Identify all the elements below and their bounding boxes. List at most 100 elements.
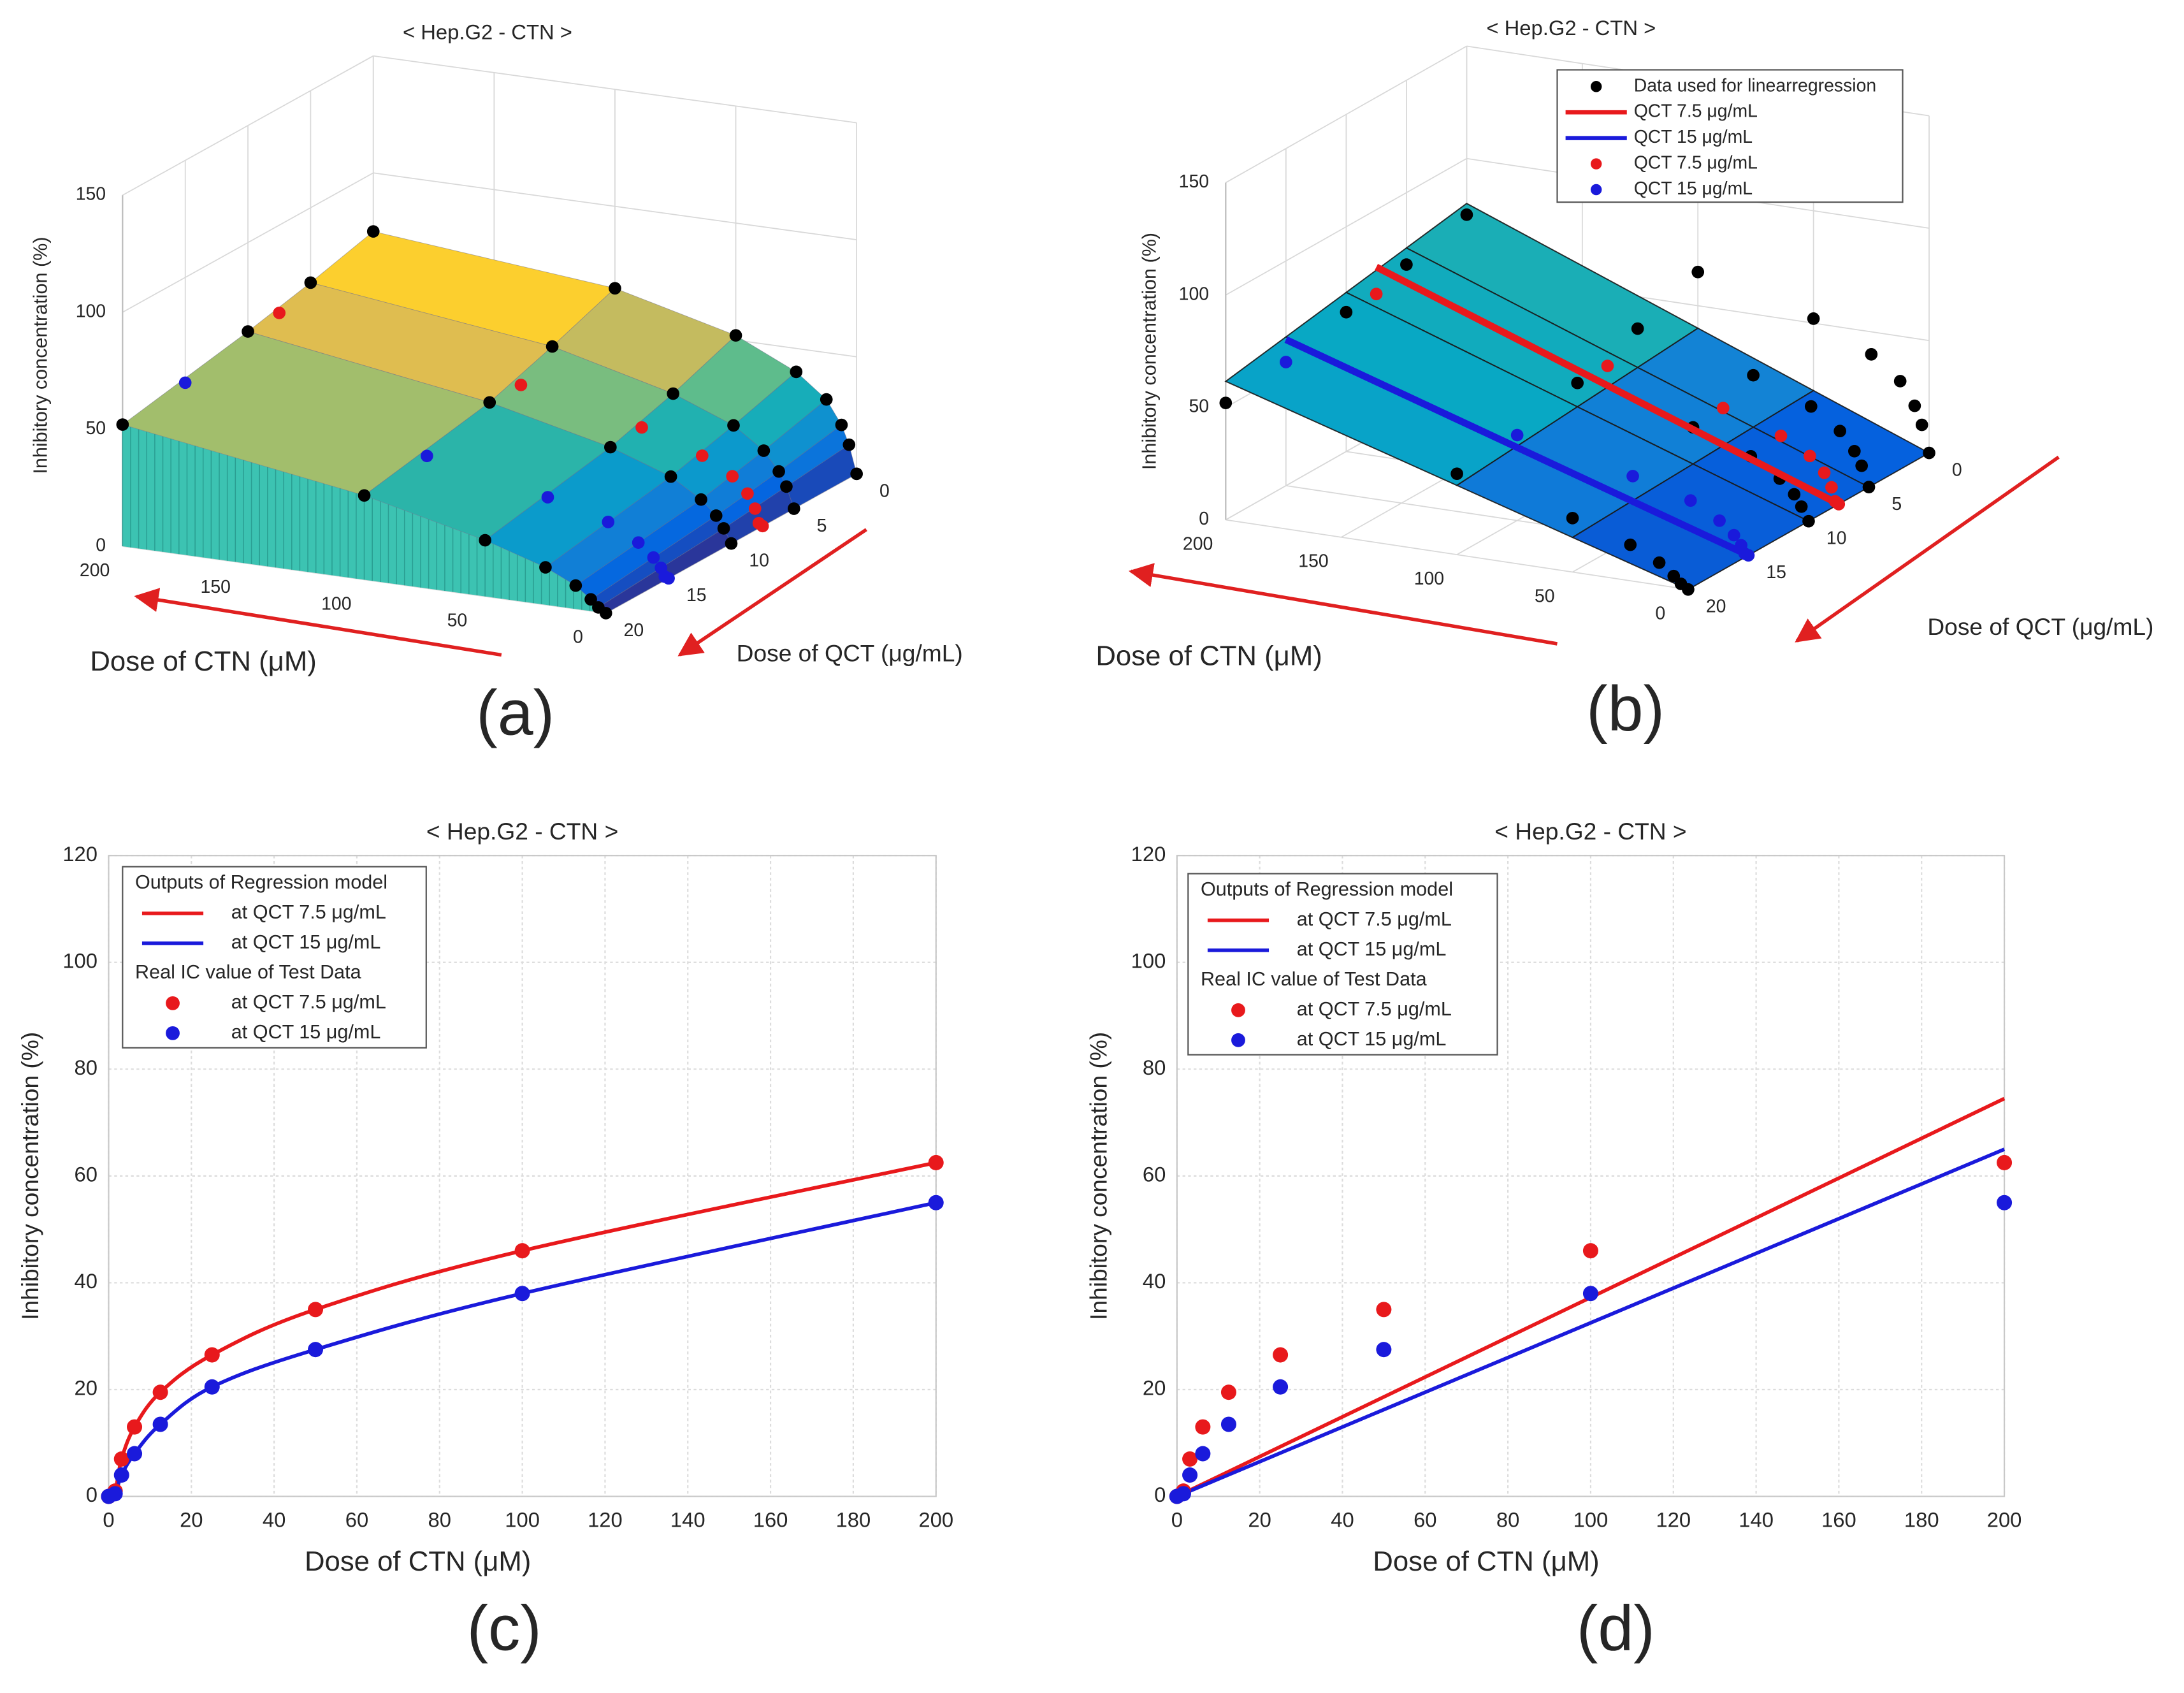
data-point xyxy=(358,489,371,502)
y-tick-label: 15 xyxy=(686,585,707,606)
data-point xyxy=(928,1195,944,1210)
data-point xyxy=(632,536,645,549)
data-point xyxy=(928,1154,944,1170)
x-tick-label: 0 xyxy=(573,627,583,648)
x-tick-label: 0 xyxy=(1655,604,1665,624)
legend-label: QCT 15 μg/mL xyxy=(1634,127,1753,147)
y-tick-label: 100 xyxy=(62,948,98,972)
data-point xyxy=(308,1302,324,1318)
x-tick-label: 200 xyxy=(80,560,110,581)
x-tick-label: 50 xyxy=(447,611,468,631)
data-point xyxy=(1219,396,1233,409)
x-tick-label: 160 xyxy=(1821,1508,1856,1532)
grid-line xyxy=(373,55,857,124)
data-point xyxy=(752,516,765,530)
data-point xyxy=(116,418,129,431)
data-point xyxy=(483,396,496,409)
legend-swatch xyxy=(1231,1033,1245,1047)
x-tick-label: 180 xyxy=(1904,1508,1939,1532)
data-point xyxy=(1865,348,1878,361)
data-point xyxy=(1818,466,1831,479)
data-point xyxy=(1691,265,1705,279)
data-point xyxy=(709,509,723,522)
z-tick-label: 100 xyxy=(76,301,106,321)
data-point xyxy=(421,449,433,463)
legend-label: at QCT 15 μg/mL xyxy=(1297,1028,1447,1050)
legend-label: at QCT 7.5 μg/mL xyxy=(231,901,386,923)
x-tick-label: 200 xyxy=(918,1508,953,1532)
data-point xyxy=(127,1419,143,1435)
grid-line xyxy=(1226,519,1689,590)
data-point xyxy=(1684,494,1697,507)
data-point xyxy=(1848,444,1861,458)
data-point xyxy=(1626,470,1639,483)
panel-label: (b) xyxy=(1586,673,1665,745)
data-point xyxy=(1807,312,1820,325)
y-axis-label: Inhibitory concentration (%) xyxy=(1085,1032,1111,1320)
panel-label: (a) xyxy=(476,677,554,748)
data-point xyxy=(1631,322,1644,335)
legend-heading: Outputs of Regression model xyxy=(1201,878,1453,900)
data-point xyxy=(1571,376,1584,389)
data-point xyxy=(1893,375,1907,388)
x-tick-label: 20 xyxy=(1248,1508,1271,1532)
data-point xyxy=(479,534,491,547)
x-tick-label: 80 xyxy=(428,1508,451,1532)
legend-swatch xyxy=(1231,1003,1245,1017)
data-point xyxy=(667,387,680,400)
data-point xyxy=(1220,1416,1236,1432)
legend-label: at QCT 15 μg/mL xyxy=(231,1021,381,1043)
z-tick-label: 150 xyxy=(1179,171,1209,192)
data-point xyxy=(1370,287,1383,301)
data-point xyxy=(1273,1347,1289,1363)
data-point xyxy=(757,444,770,457)
data-point xyxy=(546,340,559,353)
data-point xyxy=(1450,467,1463,481)
data-point xyxy=(1582,1286,1598,1302)
legend-label: QCT 7.5 μg/mL xyxy=(1634,101,1758,122)
y-axis-label: Inhibitory concentration (%) xyxy=(17,1032,43,1320)
data-point xyxy=(790,365,803,379)
data-point xyxy=(741,487,754,500)
data-point xyxy=(1717,402,1730,414)
y-tick-label: 0 xyxy=(86,1483,98,1506)
x-axis-label: Dose of CTN (μM) xyxy=(1096,640,1322,671)
x-tick-label: 160 xyxy=(753,1508,788,1532)
y-tick-label: 0 xyxy=(1154,1483,1166,1506)
data-point xyxy=(584,593,597,606)
plot-frame xyxy=(1176,855,2006,1497)
data-point xyxy=(1804,449,1816,463)
data-point xyxy=(787,502,800,515)
x-tick-label: 100 xyxy=(1414,569,1444,589)
y-tick-label: 80 xyxy=(1143,1056,1166,1079)
data-point xyxy=(152,1416,168,1432)
y-tick-label: 120 xyxy=(1131,842,1166,866)
data-point xyxy=(1195,1446,1211,1462)
data-point xyxy=(113,1467,129,1483)
legend-heading: Real IC value of Test Data xyxy=(135,961,361,983)
data-point xyxy=(514,379,528,391)
legend-heading: Outputs of Regression model xyxy=(135,871,387,893)
data-point xyxy=(1182,1451,1198,1467)
data-point xyxy=(592,601,605,614)
data-point xyxy=(1833,425,1846,438)
data-point xyxy=(1825,481,1838,494)
x-tick-label: 50 xyxy=(1535,586,1555,606)
data-point xyxy=(1376,1342,1392,1358)
x-tick-label: 0 xyxy=(1171,1508,1183,1532)
data-point xyxy=(1788,488,1801,501)
data-point xyxy=(541,491,554,504)
data-point xyxy=(1510,428,1524,442)
axis-arrow xyxy=(677,528,867,657)
x-tick-label: 120 xyxy=(588,1508,623,1532)
data-point xyxy=(1175,1486,1191,1502)
data-point xyxy=(1582,1243,1598,1259)
data-point xyxy=(1923,446,1935,460)
legend-heading: Real IC value of Test Data xyxy=(1201,968,1427,990)
data-point xyxy=(772,465,785,478)
y-axis-label: Dose of QCT (μg/mL) xyxy=(1927,613,2153,640)
data-point xyxy=(1802,514,1815,528)
legend-label: at QCT 7.5 μg/mL xyxy=(1297,908,1452,930)
data-point xyxy=(366,225,380,238)
